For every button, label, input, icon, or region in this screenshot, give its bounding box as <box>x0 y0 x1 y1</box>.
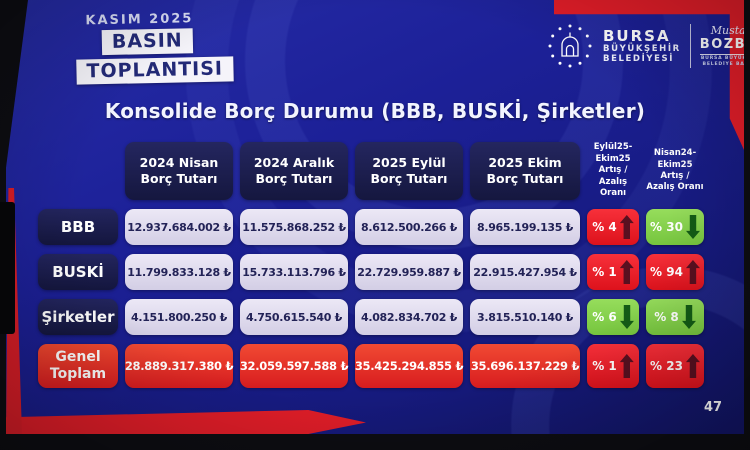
debt-cell: 8.612.500.266 ₺ <box>355 209 463 245</box>
debt-cell: 12.937.684.002 ₺ <box>125 209 233 245</box>
debt-table: 2024 Nisan Borç Tutarı 2024 Aralık Borç … <box>38 142 704 388</box>
mayor-last-name: BOZBEY <box>699 37 744 55</box>
change-badge-value: % 23 <box>650 359 683 373</box>
trend-arrow-icon <box>619 215 634 239</box>
page-number: 47 <box>704 400 723 415</box>
trend-arrow-icon <box>620 305 634 329</box>
change-badge-value: % 4 <box>592 220 617 234</box>
mayor-title-line1: BURSA BÜYÜKŞEHİR <box>700 55 744 61</box>
debt-cell: 3.815.510.140 ₺ <box>470 299 580 335</box>
row-label-buski: BUSKİ <box>38 254 118 290</box>
bottom-red-arrow-ribbon <box>6 410 366 434</box>
foreground-object <box>0 202 15 334</box>
debt-cell: 4.750.615.540 ₺ <box>240 299 348 335</box>
change-badge: % 1 <box>587 254 639 290</box>
change-badge-value: % 1 <box>592 265 617 279</box>
bursa-emblem-icon <box>548 24 592 68</box>
change-badge: % 1 <box>587 344 639 388</box>
logo-divider <box>689 24 691 68</box>
debt-cell: 11.575.868.252 ₺ <box>240 209 348 245</box>
ratio-header-eylul-ekim: Eylül25- Ekim25 Artış / Azalış Oranı <box>593 142 633 199</box>
trend-arrow-icon <box>619 354 634 378</box>
header-spacer <box>38 142 118 200</box>
change-badge-value: % 8 <box>654 310 679 324</box>
debt-cell-total: 35.696.137.229 ₺ <box>470 344 580 388</box>
debt-cell-total: 28.889.317.380 ₺ <box>125 344 233 388</box>
column-header-2024-aralik: 2024 Aralık Borç Tutarı <box>240 142 348 200</box>
row-label-sirketler: Şirketler <box>38 299 118 335</box>
trend-arrow-icon <box>685 260 700 284</box>
debt-cell-total: 35.425.294.855 ₺ <box>355 344 463 388</box>
trend-arrow-icon <box>686 215 700 239</box>
column-header-2025-ekim: 2025 Ekim Borç Tutarı <box>470 142 580 200</box>
change-badge-value: % 1 <box>592 359 617 373</box>
trend-arrow-icon <box>685 354 700 378</box>
change-badge: % 94 <box>646 254 704 290</box>
row-label-bbb: BBB <box>38 209 118 245</box>
debt-cell: 4.082.834.702 ₺ <box>355 299 463 335</box>
change-badge: % 30 <box>646 209 704 245</box>
mayor-title-line2: BELEDİYE BAŞKANI <box>702 62 744 68</box>
debt-cell: 4.151.800.250 ₺ <box>125 299 233 335</box>
debt-cell: 15.733.113.796 ₺ <box>240 254 348 290</box>
change-badge: % 23 <box>646 344 704 388</box>
org-name: BURSA BÜYÜKŞEHİR BELEDİYESİ <box>603 26 681 65</box>
presentation-slide: KASIM 2025 BASIN TOPLANTISI BU <box>6 0 744 434</box>
change-badge: % 4 <box>587 209 639 245</box>
debt-cell: 22.729.959.887 ₺ <box>355 254 463 290</box>
slide-title: Konsolide Borç Durumu (BBB, BUSKİ, Şirke… <box>104 99 646 123</box>
press-badge-line1: BASIN <box>101 28 193 56</box>
change-badge-value: % 30 <box>650 220 683 234</box>
press-conference-badge: KASIM 2025 BASIN TOPLANTISI <box>75 10 234 85</box>
mayor-first-name: Mustafa <box>710 24 744 38</box>
org-name-line3: BELEDİYESİ <box>603 53 674 64</box>
debt-cell-total: 32.059.597.588 ₺ <box>240 344 348 388</box>
org-name-line1: BURSA <box>603 26 671 45</box>
change-badge-value: % 6 <box>592 310 617 324</box>
trend-arrow-icon <box>682 305 696 329</box>
row-label-genel-toplam: Genel Toplam <box>38 344 118 388</box>
debt-cell: 8.965.199.135 ₺ <box>470 209 580 245</box>
change-badge: % 8 <box>646 299 704 335</box>
change-badge-value: % 94 <box>650 265 683 279</box>
ratio-header-nisan-ekim: Nisan24- Ekim25 Artış / Azalış Oranı <box>646 148 704 193</box>
debt-cell: 22.915.427.954 ₺ <box>470 254 580 290</box>
org-name-line2: BÜYÜKŞEHİR <box>603 43 681 54</box>
press-badge-line2: TOPLANTISI <box>76 56 234 85</box>
mayor-signature-block: Mustafa BOZBEY BURSA BÜYÜKŞEHİR BELEDİYE… <box>699 24 744 68</box>
debt-cell: 11.799.833.128 ₺ <box>125 254 233 290</box>
column-header-2025-eylul: 2025 Eylül Borç Tutarı <box>355 142 463 200</box>
change-badge: % 6 <box>587 299 639 335</box>
column-header-2024-nisan: 2024 Nisan Borç Tutarı <box>125 142 233 200</box>
org-logo-block: BURSA BÜYÜKŞEHİR BELEDİYESİ Mustafa BOZB… <box>546 22 744 70</box>
trend-arrow-icon <box>619 260 634 284</box>
